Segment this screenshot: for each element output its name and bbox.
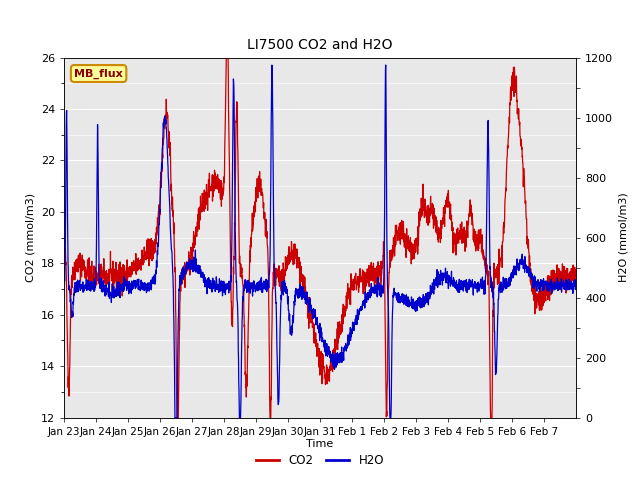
Text: MB_flux: MB_flux [74,68,123,79]
Title: LI7500 CO2 and H2O: LI7500 CO2 and H2O [247,38,393,52]
X-axis label: Time: Time [307,439,333,449]
Y-axis label: CO2 (mmol/m3): CO2 (mmol/m3) [25,193,35,282]
Legend: CO2, H2O: CO2, H2O [251,449,389,472]
Y-axis label: H2O (mmol/m3): H2O (mmol/m3) [619,193,628,282]
